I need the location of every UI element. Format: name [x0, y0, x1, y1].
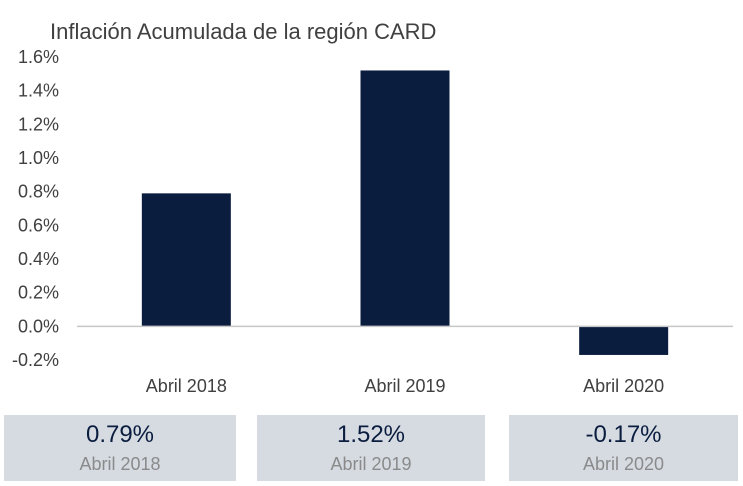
bar [579, 326, 669, 355]
y-tick-label: 1.6% [18, 47, 59, 67]
x-tick-label: Abril 2018 [146, 376, 227, 396]
bars [141, 70, 669, 355]
y-tick-label: 1.0% [18, 148, 59, 168]
bar-chart: Inflación Acumulada de la región CARD 1.… [12, 19, 733, 396]
y-tick-label: 0.2% [18, 283, 59, 303]
summary-card-value: 0.79% [85, 421, 155, 448]
chart-title: Inflación Acumulada de la región CARD [50, 19, 436, 44]
y-axis-ticks: 1.6% 1.4% 1.2% 1.0% 0.8% 0.6% 0.4% 0.2% 0.0% -0.2… [12, 47, 59, 370]
y-tick-label: 1.2% [18, 114, 59, 134]
y-tick-label: 0.0% [18, 316, 59, 336]
summary-card-label: Abril 2020 [582, 454, 665, 474]
y-tick-label: 0.8% [18, 182, 59, 202]
y-tick-label: -0.2% [12, 350, 59, 370]
summary-card-label: Abril 2019 [330, 454, 412, 474]
summary-card-2019: 1.52% Abril 2019 [257, 415, 485, 481]
summary-card-value: -0.17% [585, 421, 662, 448]
y-tick-label: 0.6% [18, 215, 59, 235]
summary-cards: 0.79% Abril 2018 1.52% Abril 2019 -0.17%… [0, 415, 743, 483]
bar [360, 70, 450, 327]
x-tick-label: Abril 2019 [364, 376, 445, 396]
summary-card-value: 1.52% [336, 421, 406, 448]
x-axis-labels: Abril 2018 Abril 2019 Abril 2020 [146, 376, 664, 396]
y-tick-label: 0.4% [18, 249, 59, 269]
summary-card-2020: -0.17% Abril 2020 [509, 415, 738, 481]
summary-card-2018: 0.79% Abril 2018 [4, 415, 236, 481]
summary-card-label: Abril 2018 [79, 454, 161, 474]
y-tick-label: 1.4% [18, 81, 59, 101]
bar [141, 193, 231, 327]
x-tick-label: Abril 2020 [583, 376, 664, 396]
